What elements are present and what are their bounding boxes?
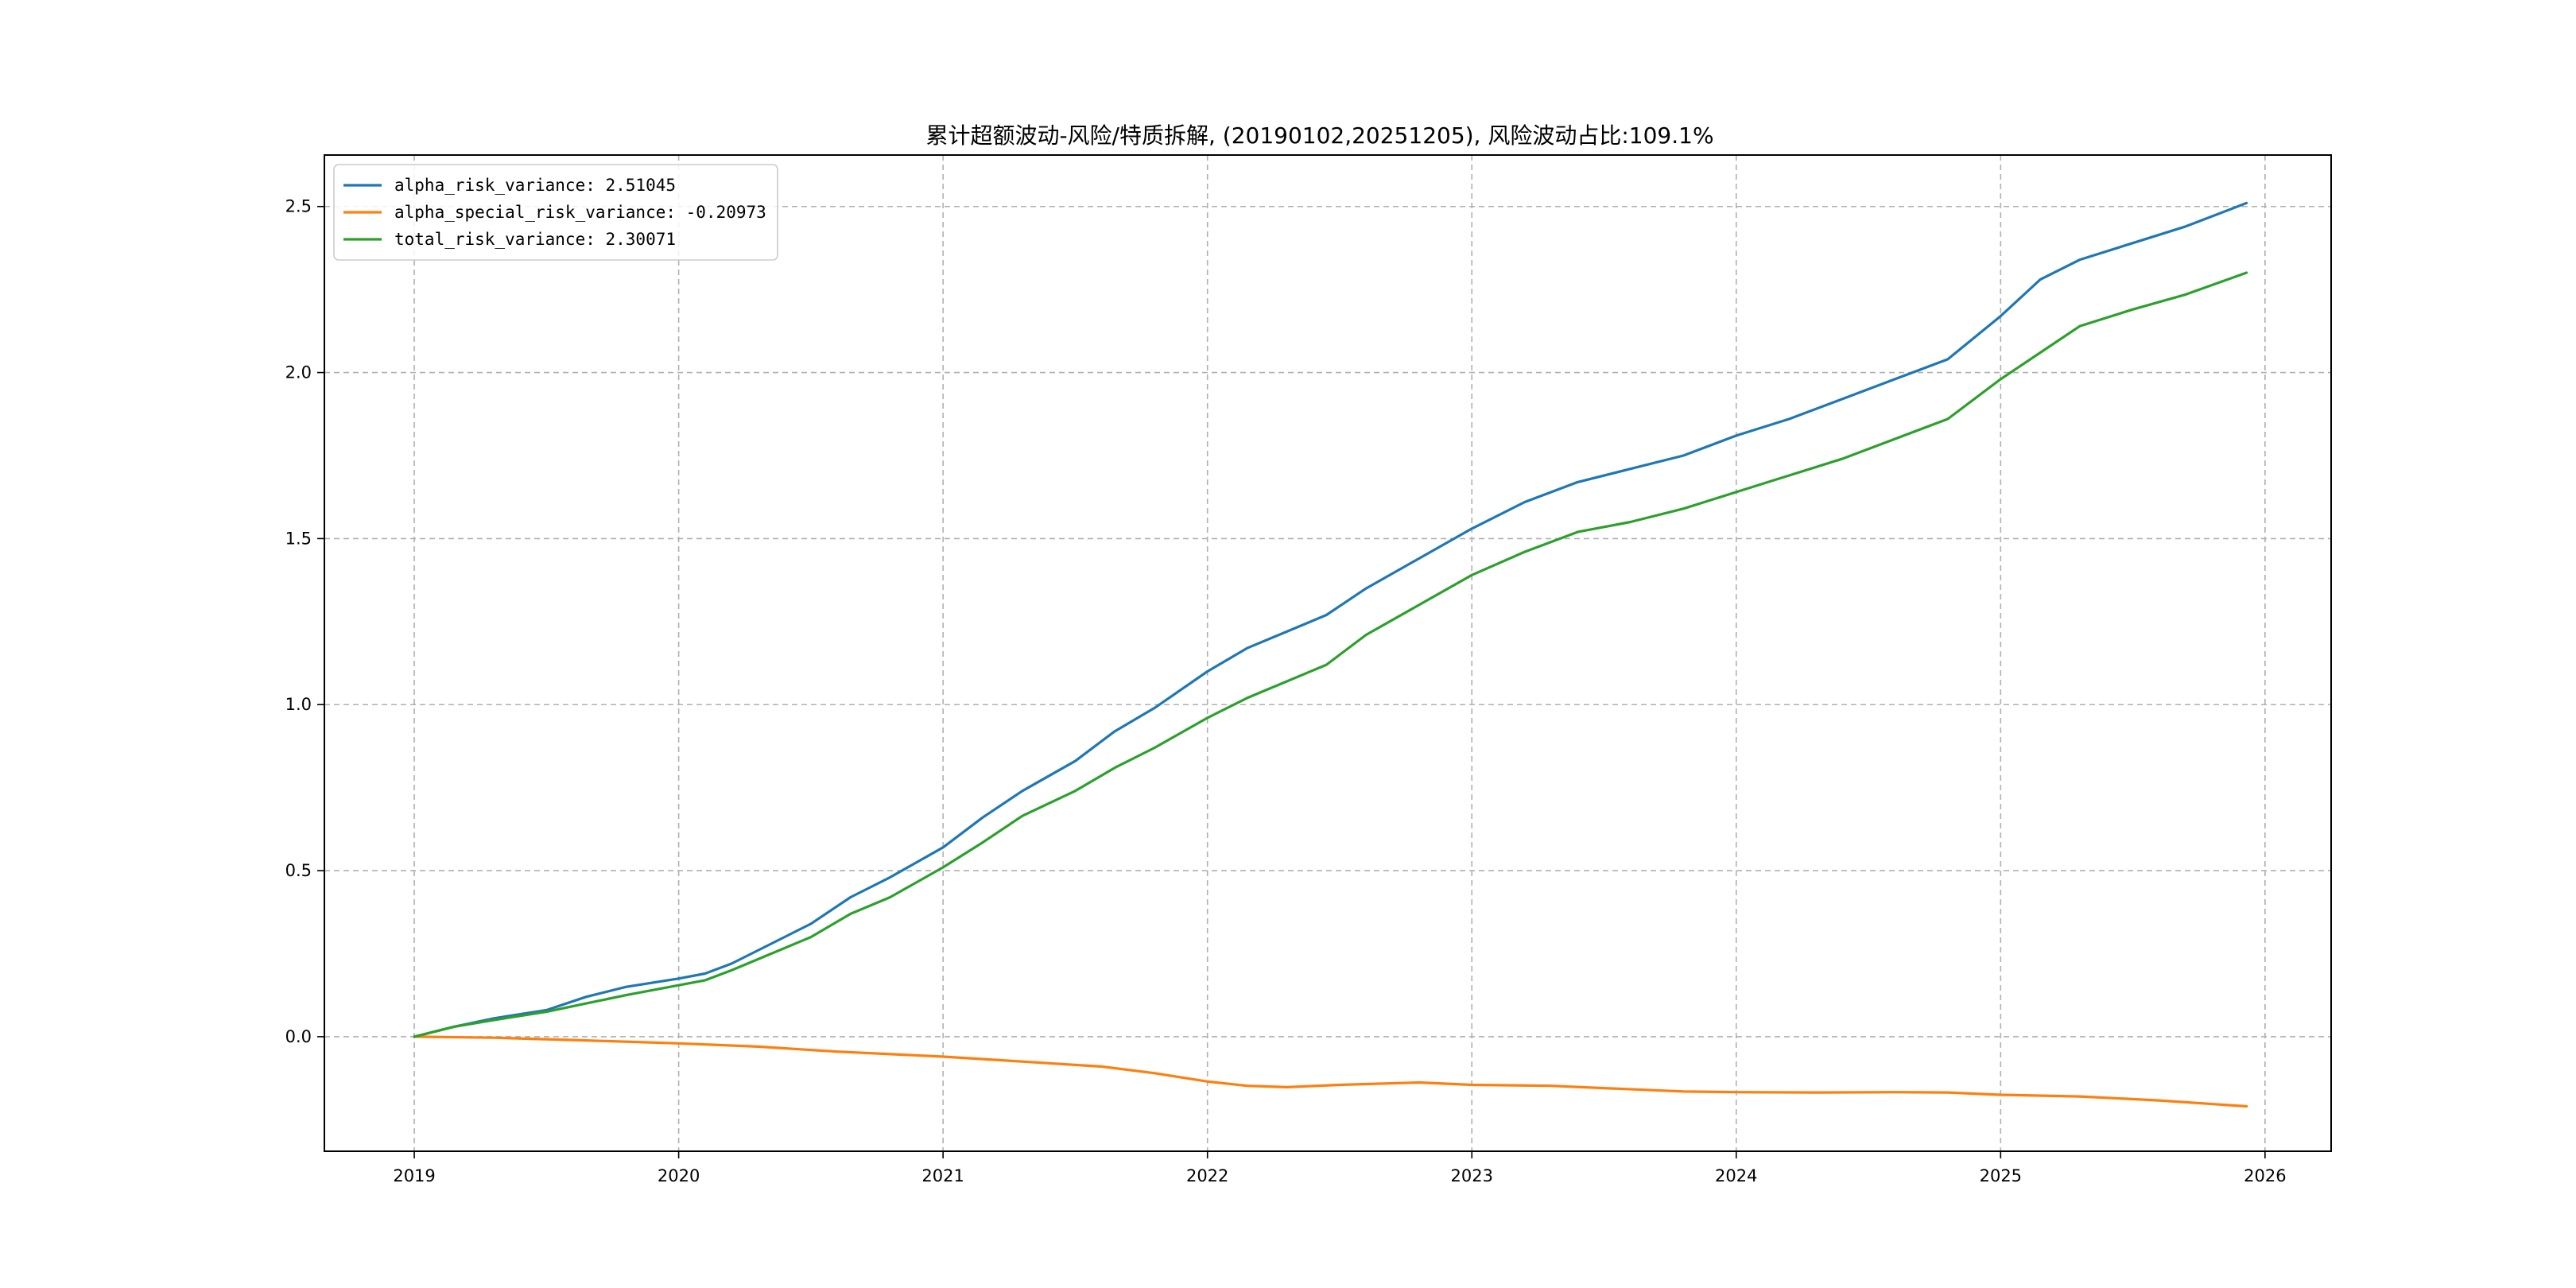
x-tick-label: 2023: [1451, 1166, 1493, 1185]
y-tick-label: 1.0: [285, 695, 312, 714]
plot-area-frame: [324, 154, 2332, 1152]
series-line-2: [413, 271, 2248, 1038]
x-tick-label: 2022: [1186, 1166, 1228, 1185]
legend: alpha_risk_variance: 2.51045 alpha_specia…: [333, 164, 778, 261]
legend-label-2: total_risk_variance: 2.30071: [394, 230, 676, 249]
y-tick-label: 2.5: [285, 197, 312, 216]
y-tick-label: 2.0: [285, 363, 312, 382]
legend-label-1: alpha_special_risk_variance: -0.20973: [394, 203, 766, 222]
x-tick-label: 2019: [393, 1166, 435, 1185]
y-tick-label: 0.5: [285, 861, 312, 880]
legend-label-0: alpha_risk_variance: 2.51045: [394, 176, 676, 195]
axis-ticks: 2019 2020 2021 2022 2023 2024 2025 2026 0.0 0.5 1.…: [285, 197, 2287, 1185]
x-tick-label: 2025: [1980, 1166, 2022, 1185]
legend-box: [333, 164, 778, 261]
chart-title: 累计超额波动-风险/特质拆解, (20190102,20251205), 风险波…: [925, 122, 1713, 149]
x-tick-label: 2020: [658, 1166, 700, 1185]
series-line-1: [413, 1035, 2248, 1108]
x-tick-label: 2024: [1715, 1166, 1757, 1185]
y-tick-label: 1.5: [285, 529, 312, 548]
series-lines: [413, 201, 2248, 1108]
grid: [324, 155, 2331, 1151]
series-line-0: [413, 201, 2248, 1038]
y-tick-label: 0.0: [285, 1027, 312, 1046]
x-tick-label: 2026: [2244, 1166, 2286, 1185]
x-tick-label: 2021: [921, 1166, 964, 1185]
